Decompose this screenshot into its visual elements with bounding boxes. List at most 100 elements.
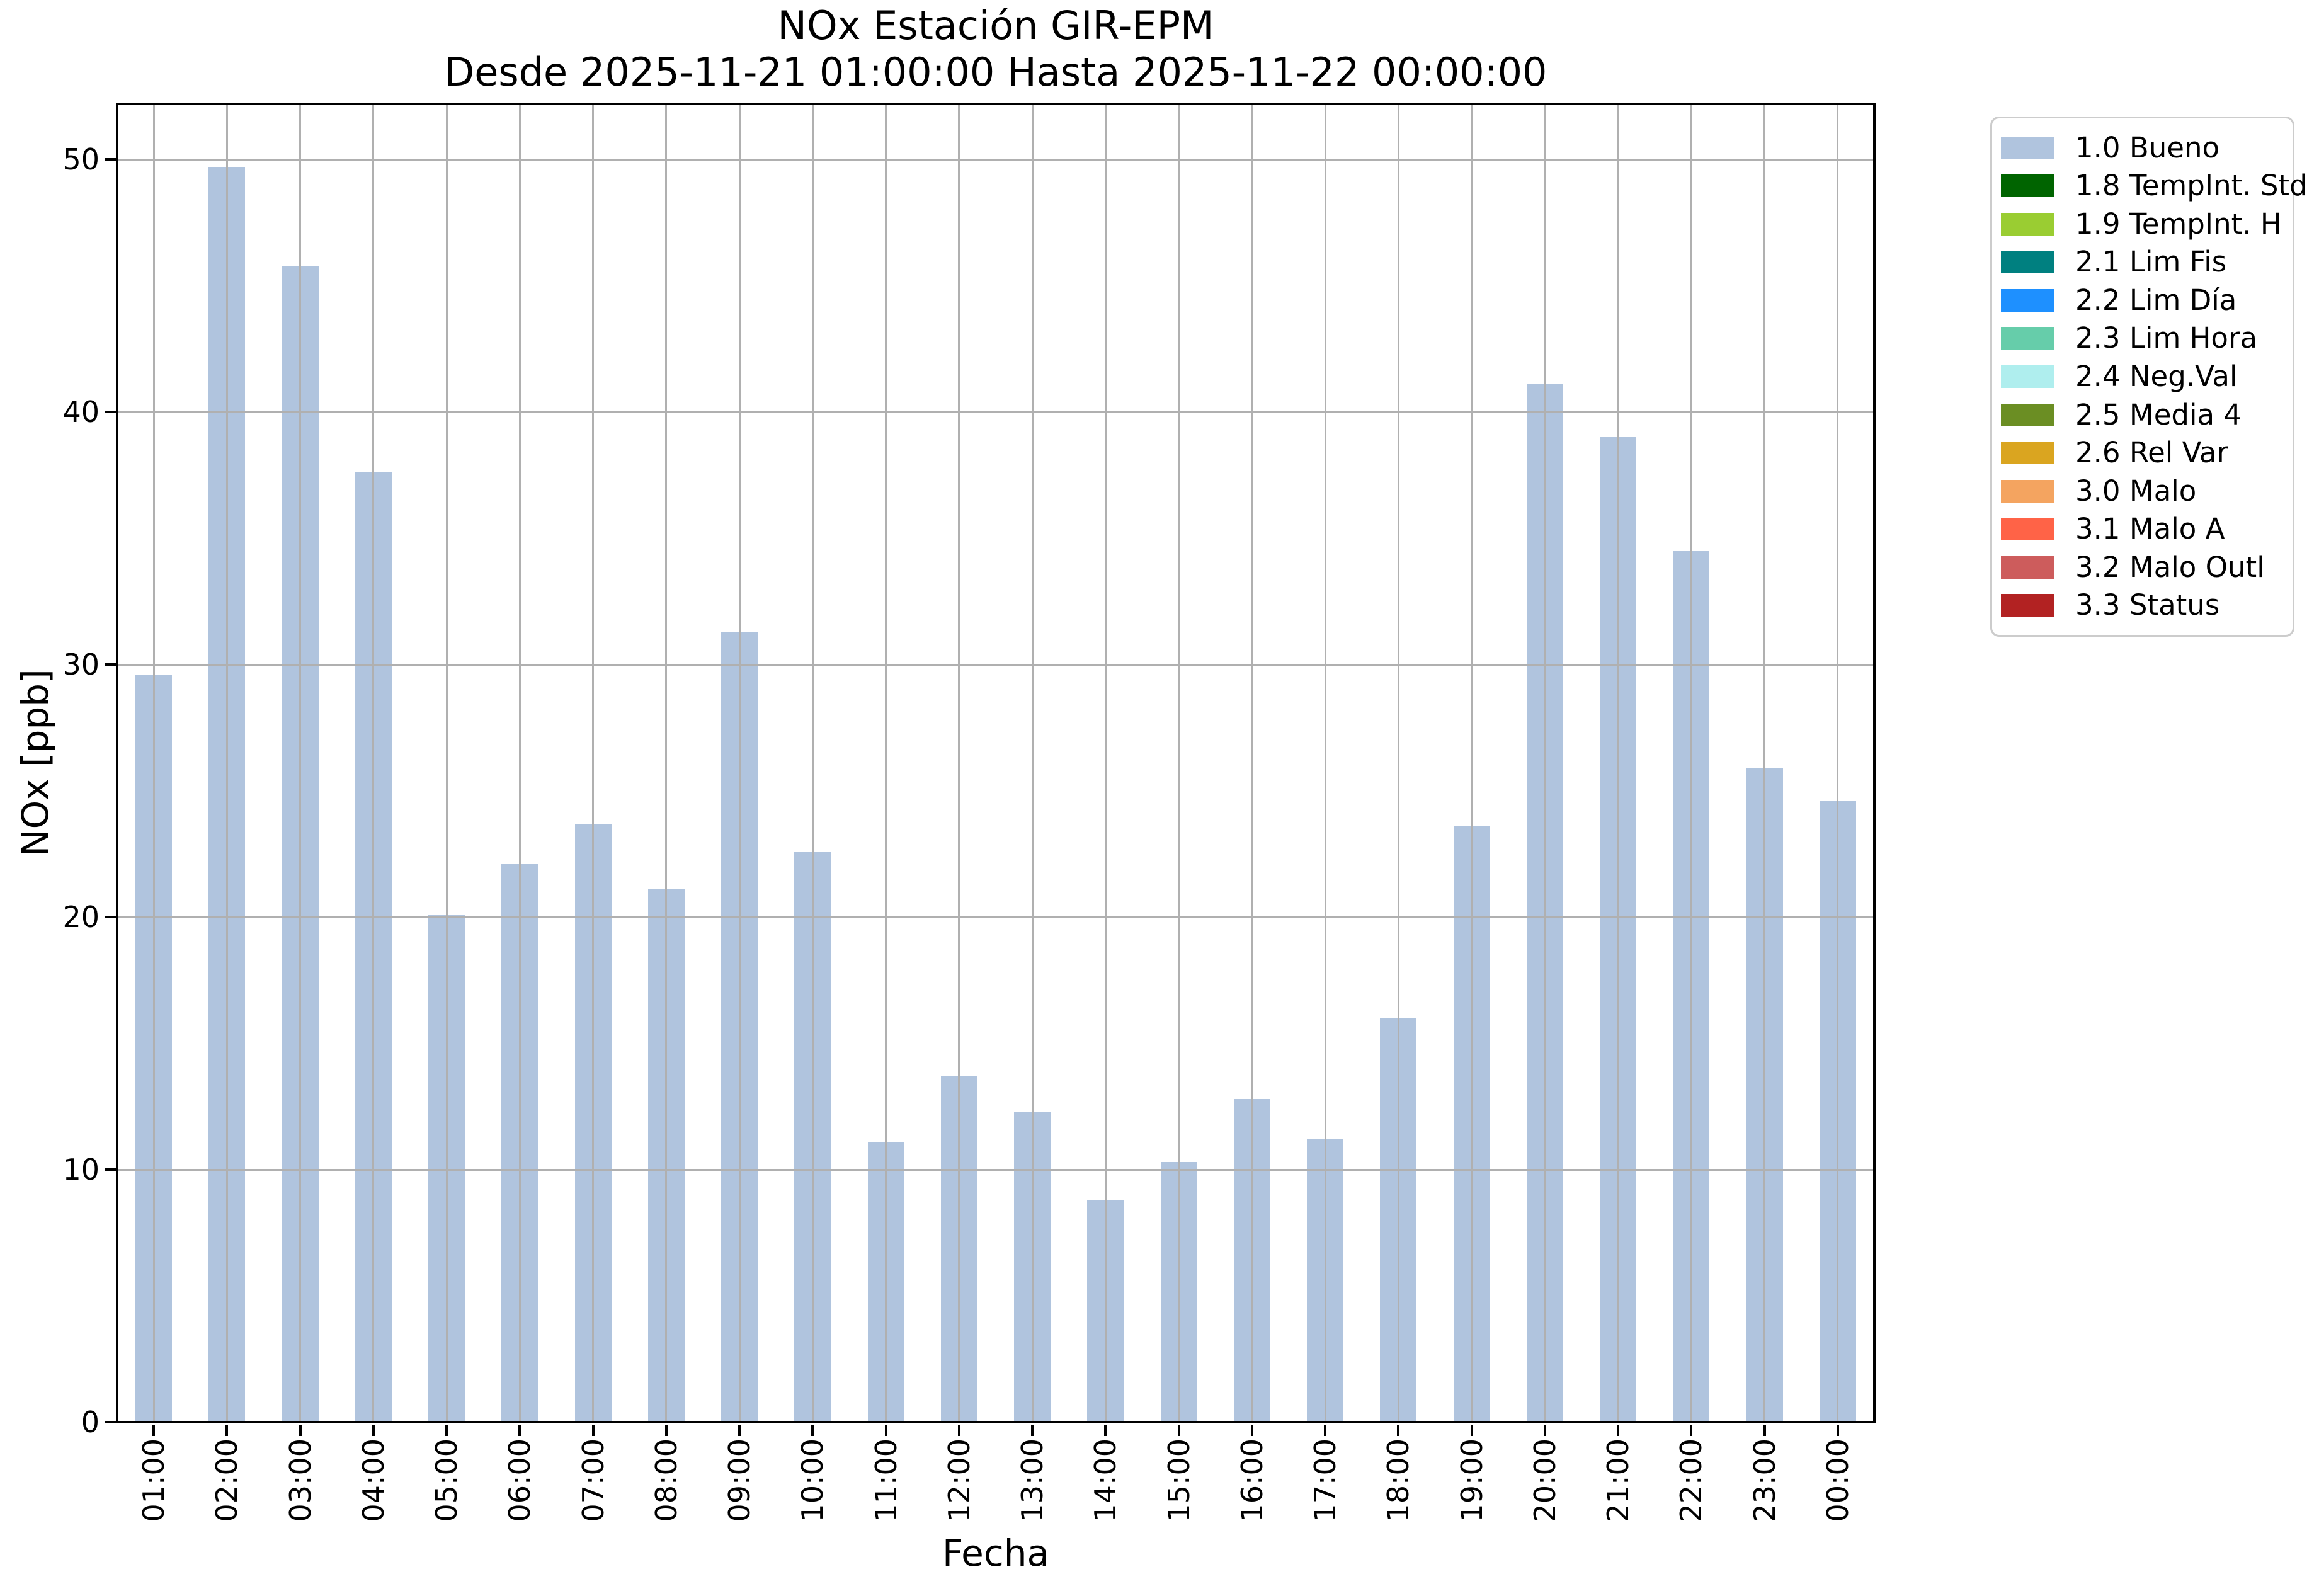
x-tick-label-23:00: 23:00: [1747, 1439, 1782, 1522]
legend-label: 3.0 Malo: [2075, 474, 2197, 508]
x-tick-label-01:00: 01:00: [137, 1439, 171, 1522]
x-tick-label-04:00: 04:00: [356, 1439, 390, 1522]
y-axis-label: NOx [ppb]: [14, 669, 57, 857]
gridline-x-12:00: [958, 104, 960, 1422]
legend-swatch-icon: [2001, 251, 2054, 274]
gridline-x-02:00: [225, 104, 228, 1422]
gridline-x-09:00: [738, 104, 741, 1422]
x-tick-mark-10:00: [811, 1425, 814, 1436]
x-tick-label-22:00: 22:00: [1674, 1439, 1709, 1522]
gridline-x-03:00: [299, 104, 302, 1422]
legend-swatch-icon: [2001, 403, 2054, 426]
legend: 1.0 Bueno 1.8 TempInt. Std 1.9 TempInt. H 2…: [1990, 117, 2308, 637]
gridline-x-22:00: [1690, 104, 1692, 1422]
x-tick-mark-13:00: [1031, 1425, 1034, 1436]
legend-item-3-1-malo-a: 3.1 Malo A: [2001, 514, 2293, 544]
x-tick-mark-23:00: [1763, 1425, 1766, 1436]
y-tick-mark-40: [105, 411, 116, 414]
gridline-y-30: [117, 663, 1874, 666]
chart-title-line1: NOx Estación GIR-EPM: [777, 3, 1214, 48]
legend-item-2-2-lim-d-a: 2.2 Lim Día: [2001, 285, 2293, 316]
legend-item-2-4-neg-val: 2.4 Neg.Val: [2001, 359, 2293, 393]
x-tick-mark-18:00: [1397, 1425, 1400, 1436]
x-tick-mark-06:00: [518, 1425, 521, 1436]
x-tick-mark-03:00: [299, 1425, 302, 1436]
x-tick-mark-21:00: [1617, 1425, 1620, 1436]
y-tick-label-0: 0: [81, 1405, 100, 1439]
chart-title: NOx Estación GIR-EPM Desde 2025-11-21 01…: [117, 3, 1874, 96]
x-tick-mark-02:00: [225, 1425, 229, 1436]
x-tick-label-08:00: 08:00: [649, 1439, 683, 1522]
x-tick-label-12:00: 12:00: [942, 1439, 976, 1522]
gridline-x-15:00: [1178, 104, 1180, 1422]
x-tick-label-15:00: 15:00: [1161, 1439, 1196, 1522]
legend-swatch-icon: [2001, 442, 2054, 465]
x-tick-label-00:00: 00:00: [1820, 1439, 1855, 1522]
legend-label: 1.0 Bueno: [2075, 130, 2219, 164]
x-tick-label-13:00: 13:00: [1015, 1439, 1050, 1522]
legend-item-3-2-malo-outl: 3.2 Malo Outl: [2001, 552, 2293, 583]
x-tick-mark-22:00: [1690, 1425, 1693, 1436]
x-tick-mark-16:00: [1250, 1425, 1253, 1436]
x-tick-mark-09:00: [738, 1425, 741, 1436]
legend-item-2-1-lim-fis: 2.1 Lim Fis: [2001, 247, 2293, 277]
legend-label: 2.6 Rel Var: [2075, 436, 2228, 470]
legend-swatch-icon: [2001, 556, 2054, 579]
y-tick-label-50: 50: [62, 142, 100, 177]
gridline-x-10:00: [811, 104, 814, 1422]
y-tick-mark-10: [105, 1168, 116, 1171]
gridline-y-40: [117, 411, 1874, 413]
x-tick-label-05:00: 05:00: [430, 1439, 464, 1522]
x-tick-mark-20:00: [1543, 1425, 1546, 1436]
legend-label: 2.2 Lim Día: [2075, 283, 2237, 317]
plot-area: [105, 103, 1876, 1436]
x-tick-mark-05:00: [445, 1425, 448, 1436]
gridline-x-04:00: [372, 104, 375, 1422]
gridline-x-14:00: [1104, 104, 1107, 1422]
legend-swatch-icon: [2001, 136, 2054, 159]
y-tick-label-30: 30: [62, 647, 100, 682]
x-tick-mark-00:00: [1836, 1425, 1839, 1436]
y-tick-mark-30: [105, 663, 116, 666]
gridline-x-16:00: [1251, 104, 1253, 1422]
x-tick-label-07:00: 07:00: [576, 1439, 610, 1522]
x-tick-mark-19:00: [1470, 1425, 1473, 1436]
x-tick-label-02:00: 02:00: [210, 1439, 244, 1522]
x-tick-label-10:00: 10:00: [795, 1439, 830, 1522]
legend-item-1-0-bueno: 1.0 Bueno: [2001, 130, 2293, 164]
x-tick-mark-12:00: [957, 1425, 960, 1436]
legend-label: 2.4 Neg.Val: [2075, 359, 2238, 393]
legend-item-3-3-status: 3.3 Status: [2001, 590, 2293, 620]
gridline-x-11:00: [885, 104, 887, 1422]
x-tick-label-11:00: 11:00: [869, 1439, 903, 1522]
gridline-x-20:00: [1544, 104, 1546, 1422]
legend-item-1-8-tempint-std: 1.8 TempInt. Std: [2001, 171, 2308, 201]
gridline-x-01:00: [152, 104, 155, 1422]
legend-swatch-icon: [2001, 174, 2054, 198]
x-tick-mark-07:00: [591, 1425, 595, 1436]
x-tick-mark-17:00: [1324, 1425, 1327, 1436]
legend-swatch-icon: [2001, 288, 2054, 312]
legend-swatch-icon: [2001, 327, 2054, 350]
y-tick-label-20: 20: [62, 900, 100, 935]
x-tick-label-19:00: 19:00: [1454, 1439, 1489, 1522]
y-tick-mark-0: [105, 1421, 116, 1423]
y-tick-mark-20: [105, 916, 116, 919]
x-tick-label-16:00: 16:00: [1234, 1439, 1269, 1522]
legend-swatch-icon: [2001, 518, 2054, 541]
legend-label: 3.1 Malo A: [2075, 512, 2225, 546]
x-tick-mark-11:00: [884, 1425, 887, 1436]
x-tick-label-17:00: 17:00: [1308, 1439, 1343, 1522]
legend-swatch-icon: [2001, 365, 2054, 388]
legend-item-1-9-tempint-h: 1.9 TempInt. H: [2001, 208, 2293, 239]
gridline-x-18:00: [1397, 104, 1399, 1422]
y-tick-label-40: 40: [62, 395, 100, 430]
x-axis-label: Fecha: [942, 1532, 1050, 1575]
y-tick-label-10: 10: [62, 1153, 100, 1187]
x-tick-label-21:00: 21:00: [1601, 1439, 1636, 1522]
legend-item-2-6-rel-var: 2.6 Rel Var: [2001, 438, 2293, 468]
gridline-x-19:00: [1471, 104, 1473, 1422]
x-tick-label-06:00: 06:00: [503, 1439, 537, 1522]
legend-item-3-0-malo: 3.0 Malo: [2001, 476, 2293, 506]
